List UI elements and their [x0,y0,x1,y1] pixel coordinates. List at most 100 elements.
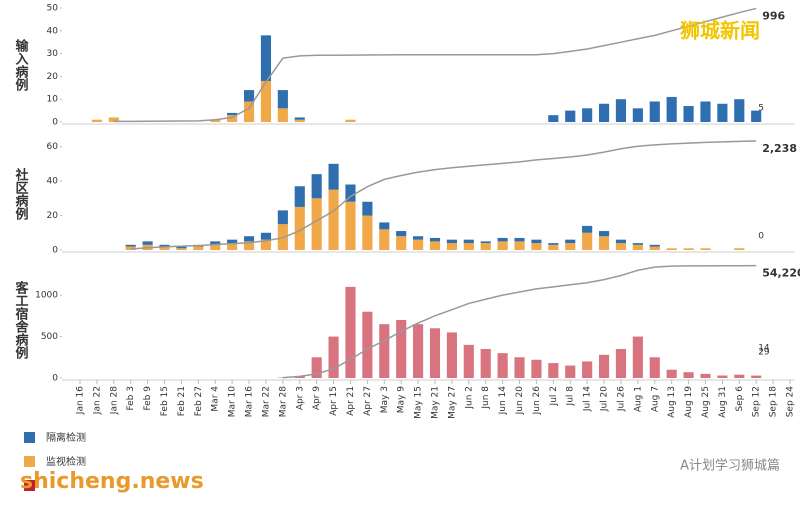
x-tick-label: May 27 [447,386,457,419]
x-tick-label: Aug 31 [718,386,728,418]
watermark: 狮城新闻 [680,19,760,43]
bar [244,90,254,101]
x-tick-label: Mar 4 [211,386,221,412]
legend-label: 隔离检测 [46,431,86,444]
x-tick-label: Jan 28 [109,386,119,415]
bar [345,202,355,250]
bar [295,186,305,207]
bar [210,245,220,250]
bar [413,324,423,378]
bar [667,370,677,378]
bar [278,210,288,224]
bar [667,97,677,122]
bar [193,247,203,250]
bar [582,108,592,122]
bar [464,243,474,250]
bar [413,236,423,239]
y-tick-label: 40 [47,177,59,187]
x-tick-label: Apr 15 [329,386,339,416]
bar [565,366,575,378]
x-tick-label: Mar 10 [228,386,238,418]
bar [143,241,153,244]
annotation: 5 [758,104,764,114]
x-tick-label: Feb 3 [126,386,136,411]
bar [633,337,643,378]
bar [700,101,710,122]
bar [92,120,102,122]
bar [514,357,524,378]
annotation: 2,238 [762,142,797,155]
x-tick-label: Jun 8 [481,386,491,410]
x-tick-label: Aug 13 [667,386,677,418]
bar [599,355,609,378]
bar [734,248,744,250]
annotation: 996 [762,9,785,22]
x-tick-label: Jul 14 [583,386,593,412]
bar [244,101,254,122]
bar [717,104,727,122]
bar [413,240,423,250]
x-tick-label: Mar 16 [245,386,255,418]
x-tick-label: Jul 8 [566,386,576,407]
bar [329,164,339,190]
bar [244,236,254,241]
bar [616,349,626,378]
x-tick-label: Apr 27 [363,386,373,416]
bar [379,222,389,229]
x-tick-label: Apr 9 [312,386,322,410]
x-tick-label: Jul 20 [600,386,610,412]
annotation: 14 [758,344,770,354]
y-tick-label: 10 [47,95,59,105]
bar [667,248,677,250]
bar [430,328,440,378]
bar [329,337,339,378]
bar [362,312,372,378]
bar [548,245,558,250]
bar [582,361,592,378]
bar [582,226,592,233]
x-tick-label: Apr 3 [295,386,305,410]
bar [565,243,575,250]
bar [430,241,440,250]
x-tick-label: Jun 2 [464,386,474,410]
bar [312,198,322,250]
bar [295,120,305,122]
x-tick-label: Feb 27 [194,386,204,416]
bar [345,120,355,122]
bar [717,376,727,378]
bar [616,240,626,243]
watermark: A计划学习狮城篇 [680,458,780,474]
x-tick-label: Aug 1 [633,386,643,412]
bar [481,243,491,250]
x-tick-label: Sep 24 [786,386,796,418]
y-axis-label: 客工宿舍病例 [13,280,29,360]
x-tick-label: Jan 22 [92,386,102,415]
bar [514,238,524,241]
bar [396,236,406,250]
x-tick-label: May 3 [380,386,390,413]
bar [481,241,491,243]
bar [751,376,761,378]
x-tick-label: Mar 22 [261,386,271,417]
bar [227,240,237,243]
bar [396,231,406,236]
y-axis-label: 社区病例 [13,167,30,221]
bar [734,99,744,122]
bar [684,248,694,250]
bar [531,240,541,243]
x-tick-label: Jun 14 [498,386,508,416]
bar [565,240,575,243]
bar [599,231,609,236]
y-tick-label: 0 [52,246,58,256]
bar [126,245,136,247]
bar [498,241,508,250]
bar [396,320,406,378]
bar [514,241,524,250]
x-tick-label: Feb 9 [143,386,153,411]
bar [650,245,660,247]
y-tick-label: 20 [47,211,59,221]
bar [295,117,305,119]
bar [176,248,186,250]
